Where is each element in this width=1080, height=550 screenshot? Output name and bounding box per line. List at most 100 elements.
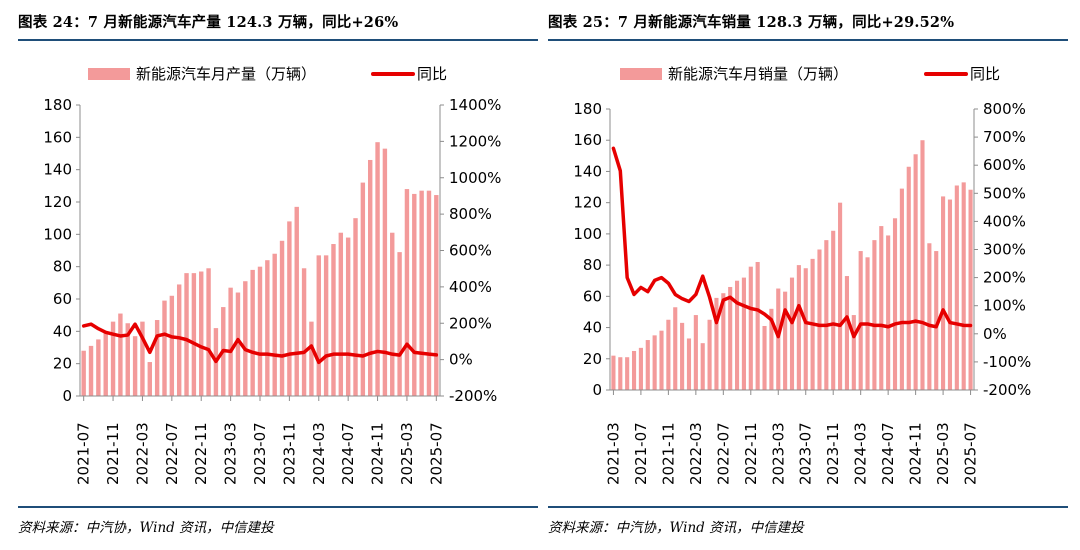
y-tick-label-right: 0% [449,351,473,369]
bar-2024-06 [338,232,344,396]
bar-2024-10 [368,159,373,396]
y-tick-label-right: 600% [983,156,1026,174]
bar-2025-05 [954,185,959,390]
bar-2022-10 [741,277,746,390]
bar-2025-04 [412,193,417,396]
legend-bar-swatch [620,68,662,80]
x-tick-label: 2023-07 [251,422,269,485]
bar-2023-06 [250,269,255,396]
bar-2022-04 [700,343,705,390]
y-tick-label-right: 800% [983,100,1026,118]
x-tick-label: 2022-07 [714,422,732,485]
bar-2025-05 [419,190,424,396]
bar-2023-05 [243,281,248,396]
bar-2024-03 [316,255,321,396]
x-tick-label: 2022-07 [163,422,181,485]
y-tick-label-right: 600% [449,242,492,260]
y-tick-label-left: 100 [43,225,72,243]
y-tick-label-right: -100% [983,353,1031,371]
bar-2024-08 [892,218,898,390]
y-tick-label-right: 800% [449,205,492,223]
bar-2025-02 [397,252,402,396]
sales-chart: 新能源汽车月销量（万辆） 同比 0 20 40 60 80 100 120 140 160 180 -2… [573,65,1031,485]
y-tick-label-right: 400% [983,212,1026,230]
y-tick-label-left: 60 [53,290,72,308]
bar-2022-03 [693,315,698,390]
bar-2022-07 [721,293,726,390]
bar-2021-07 [81,350,86,396]
y-tick-label-left: 140 [43,161,72,179]
bar-2025-01 [927,243,932,390]
bar-2022-05 [707,319,712,390]
bar-2021-03 [611,355,616,390]
production-chart: 新能源汽车月产量（万辆） 同比 0 20 40 60 80 100 120 140 160 180 -2… [43,65,501,485]
bar-2021-10 [103,331,108,396]
bar-2023-07 [803,268,808,390]
bar-2025-02 [934,251,939,390]
x-tick-label: 2022-11 [742,422,760,485]
x-tick-label: 2024-03 [852,422,870,485]
x-tick-label: 2024-11 [369,422,387,485]
bar-2022-08 [728,286,733,390]
y-tick-label-right: 400% [449,278,492,296]
y-tick-label-right: 1400% [449,96,501,114]
bar-2021-08 [645,340,650,390]
bar-2022-11 [199,271,204,396]
bar-2023-01 [762,325,767,390]
bar-2023-04 [783,291,788,390]
bar-2024-01 [301,268,307,396]
bar-2024-03 [858,251,863,390]
bar-2022-01 [125,323,130,396]
y-tick-label-right: 500% [983,184,1026,202]
x-tick-label: 2024-07 [879,422,897,485]
legend-bar-swatch [88,68,130,80]
y-tick-label-left: 120 [43,193,72,211]
chart-title: 图表 25：7 月新能源汽车销量 128.3 万辆，同比+29.52% [548,14,955,31]
bar-2024-10 [906,166,911,390]
bar-2023-09 [817,249,822,390]
bar-2022-12 [755,261,760,390]
bar-2022-06 [162,300,167,396]
bar-2022-08 [176,284,182,396]
title-divider [18,39,538,41]
bar-2023-12 [294,206,299,396]
bar-2021-09 [652,335,657,390]
x-tick-label: 2024-03 [310,422,328,485]
bar-2022-07 [169,295,175,396]
bar-2022-09 [184,273,189,396]
bar-2024-11 [913,154,918,390]
source-divider [18,506,538,508]
x-tick-label: 2022-03 [133,422,151,485]
bar-2021-12 [118,313,123,396]
bar-2024-07 [345,237,351,396]
bar-2023-12 [838,202,843,390]
bar-2022-10 [191,273,197,396]
x-tick-label: 2023-07 [797,422,815,485]
bar-2022-12 [206,268,211,396]
bar-2025-06 [961,182,966,390]
y-tick-label-left: 80 [583,256,602,274]
y-tick-label-left: 140 [573,162,602,180]
bar-2024-05 [331,244,336,396]
bar-2023-02 [769,308,774,390]
bar-2022-05 [154,320,160,396]
bar-2022-06 [714,297,719,390]
bar-2025-07 [434,195,439,396]
bar-2024-09 [899,188,904,390]
y-tick-label-right: 1200% [449,132,501,150]
y-tick-label-left: 0 [592,381,602,399]
y-tick-label-left: 120 [573,194,602,212]
bar-2021-05 [625,357,630,390]
x-tick-label: 2021-03 [604,422,622,485]
x-tick-label: 2025-07 [427,422,445,485]
x-tick-label: 2022-11 [192,422,210,485]
bar-2021-07 [638,347,643,390]
bar-2021-04 [618,357,623,390]
bar-2021-08 [88,345,94,396]
y-tick-label-left: 180 [573,100,602,118]
bar-2025-06 [426,190,432,396]
legend-line-label: 同比 [970,65,1000,83]
bar-2023-07 [257,266,263,396]
y-tick-label-left: 40 [53,322,72,340]
